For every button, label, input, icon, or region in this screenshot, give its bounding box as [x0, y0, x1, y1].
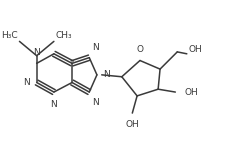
Text: N: N: [104, 70, 110, 79]
Text: O: O: [136, 45, 143, 54]
Text: N: N: [51, 100, 57, 109]
Text: OH: OH: [126, 120, 139, 129]
Text: H₃C: H₃C: [1, 31, 17, 40]
Text: N: N: [33, 48, 40, 57]
Text: N: N: [92, 98, 99, 107]
Text: OH: OH: [185, 88, 199, 97]
Text: OH: OH: [189, 45, 202, 54]
Text: N: N: [23, 78, 30, 87]
Text: CH₃: CH₃: [56, 31, 72, 40]
Text: N: N: [92, 43, 99, 52]
